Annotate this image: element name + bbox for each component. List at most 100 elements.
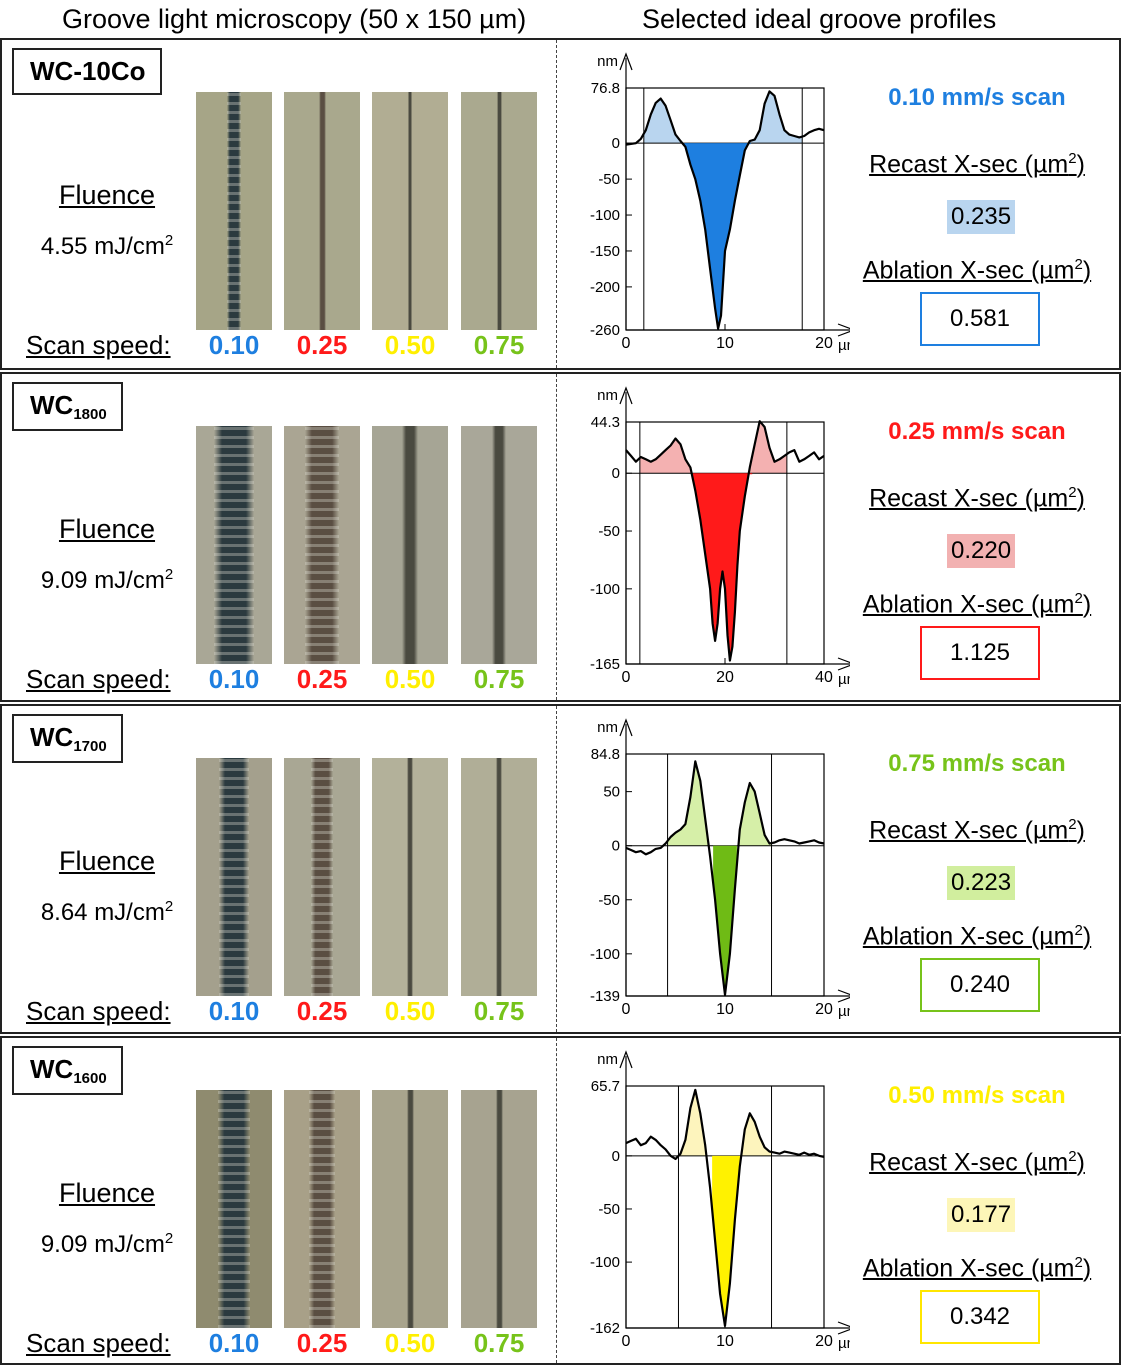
ablation-title: Ablation X-sec (µm2) — [832, 590, 1122, 619]
x-axis-arrow — [837, 1321, 850, 1335]
x-tick-label-3: 20 — [815, 1333, 833, 1350]
groove-profile-chart: 44.3 0 -50 -100 -165 nm 0 20 40 µm — [590, 386, 850, 688]
scan-title: 0.25 mm/s scan — [888, 418, 1066, 445]
fluence-value-text: 9.09 mJ/cm — [40, 567, 165, 594]
y-tick-label-1: 84.8 — [591, 746, 620, 763]
fluence-title: Fluence — [58, 180, 156, 210]
micrograph-3 — [372, 758, 448, 996]
y-tick-label-4: -100 — [590, 581, 620, 598]
x-axis-label: µm — [838, 1003, 850, 1020]
ablation-title-text: Ablation X-sec (µm — [862, 1254, 1075, 1283]
scan-speed-label: Scan speed: — [26, 996, 171, 1026]
groove-line — [218, 1090, 250, 1328]
recast-title-close: ) — [1076, 150, 1085, 179]
groove-line — [407, 758, 413, 996]
micrograph-3 — [372, 426, 448, 664]
y-tick-label-2: 0 — [612, 135, 620, 152]
ablation-title-text: Ablation X-sec (µm — [862, 256, 1075, 285]
micrograph-1 — [196, 92, 272, 330]
panel-4: WC1600 Fluence 9.09 mJ/cm2 Scan speed: 0.10 0… — [0, 1036, 1121, 1365]
left-column-header: Groove light microscopy (50 x 150 µm) — [62, 4, 527, 34]
y-tick-label-4: -100 — [590, 207, 620, 224]
y-axis-arrow — [619, 1050, 633, 1069]
x-tick-label-1: 0 — [622, 335, 631, 352]
micrograph-2 — [284, 426, 360, 664]
sample-label: WC1700 — [12, 714, 123, 763]
groove-line — [402, 426, 418, 664]
recast-title: Recast X-sec (µm2) — [832, 1148, 1122, 1177]
scan-speed-value-2: 0.25 — [296, 664, 348, 694]
sample-label: WC-10Co — [12, 48, 162, 95]
scan-speed-label: Scan speed: — [26, 1328, 171, 1358]
ablation-value: 0.240 — [920, 958, 1040, 1012]
sample-subscript: 1800 — [73, 406, 107, 423]
recast-title-text: Recast X-sec (µm — [869, 150, 1069, 179]
recast-title-text: Recast X-sec (µm — [869, 484, 1069, 513]
scan-speed-value-4: 0.75 — [473, 996, 525, 1026]
ablation-title-close: ) — [1082, 1254, 1092, 1283]
y-axis-arrow — [619, 386, 633, 405]
y-tick-label-7: -260 — [590, 322, 620, 339]
panel-divider — [556, 1038, 557, 1363]
sample-subscript: 1700 — [73, 738, 107, 755]
recast-area — [643, 91, 803, 144]
fluence-unit-superscript: 2 — [164, 232, 174, 249]
ablation-area — [713, 845, 737, 995]
fluence-unit-superscript: 2 — [164, 566, 174, 583]
micrograph-1 — [196, 426, 272, 664]
panel-divider — [556, 40, 557, 368]
x-tick-label-3: 20 — [815, 335, 833, 352]
scan-title: 0.10 mm/s scan — [888, 84, 1066, 111]
y-tick-label-3: -50 — [598, 523, 620, 540]
ablation-title-superscript: 2 — [1074, 256, 1083, 273]
scan-speed-value-3: 0.50 — [384, 996, 436, 1026]
x-tick-label-2: 20 — [716, 669, 734, 686]
recast-value: 0.220 — [947, 534, 1016, 568]
x-tick-label-1: 0 — [622, 669, 631, 686]
y-tick-label-1: 65.7 — [591, 1078, 620, 1095]
y-axis-label: nm — [597, 53, 618, 70]
x-axis-arrow — [837, 323, 850, 337]
right-column-header: Selected ideal groove profiles — [642, 4, 997, 34]
sample-name: WC — [30, 390, 74, 420]
groove-line — [214, 426, 254, 664]
y-axis-label: nm — [597, 719, 618, 736]
profile-line — [625, 90, 825, 330]
scan-speed-value-1: 0.10 — [208, 664, 260, 694]
recast-area — [667, 761, 772, 846]
recast-title: Recast X-sec (µm2) — [832, 816, 1122, 845]
micrograph-2 — [284, 758, 360, 996]
y-tick-label-6: -200 — [590, 279, 620, 296]
y-axis-label: nm — [597, 1051, 618, 1068]
ablation-title-close: ) — [1082, 590, 1092, 619]
groove-line — [496, 92, 502, 330]
scan-speed-value-4: 0.75 — [473, 330, 525, 360]
recast-title-close: ) — [1076, 1148, 1085, 1177]
scan-speed-value-4: 0.75 — [473, 664, 525, 694]
y-tick-label-5: -162 — [590, 1320, 620, 1337]
scan-title: 0.75 mm/s scan — [888, 750, 1066, 777]
micrograph-1 — [196, 1090, 272, 1328]
ablation-value: 0.581 — [920, 292, 1040, 346]
fluence-value: 9.09 mJ/cm2 — [2, 566, 212, 595]
scan-title: 0.50 mm/s scan — [888, 1082, 1066, 1109]
y-tick-label-2: 50 — [603, 784, 620, 801]
y-tick-label-4: -100 — [590, 1254, 620, 1271]
y-tick-label-6: -139 — [590, 988, 620, 1005]
y-tick-label-3: -50 — [598, 171, 620, 188]
fluence-value-text: 9.09 mJ/cm — [40, 1231, 165, 1258]
scan-speed-value-3: 0.50 — [384, 664, 436, 694]
fluence-value-text: 4.55 mJ/cm — [40, 233, 165, 260]
x-tick-label-1: 0 — [622, 1333, 631, 1350]
x-axis-label: µm — [838, 337, 850, 354]
x-tick-label-2: 10 — [716, 1333, 734, 1350]
profile-line — [625, 1088, 825, 1327]
fluence-title: Fluence — [58, 846, 156, 876]
scan-speed-value-3: 0.50 — [384, 330, 436, 360]
panel-3: WC1700 Fluence 8.64 mJ/cm2 Scan speed: 0.10 0… — [0, 704, 1121, 1034]
scan-speed-value-4: 0.75 — [473, 1328, 525, 1358]
panel-divider — [556, 706, 557, 1032]
recast-title-close: ) — [1076, 816, 1085, 845]
scan-speed-label: Scan speed: — [26, 330, 171, 360]
recast-title-superscript: 2 — [1068, 1148, 1077, 1165]
